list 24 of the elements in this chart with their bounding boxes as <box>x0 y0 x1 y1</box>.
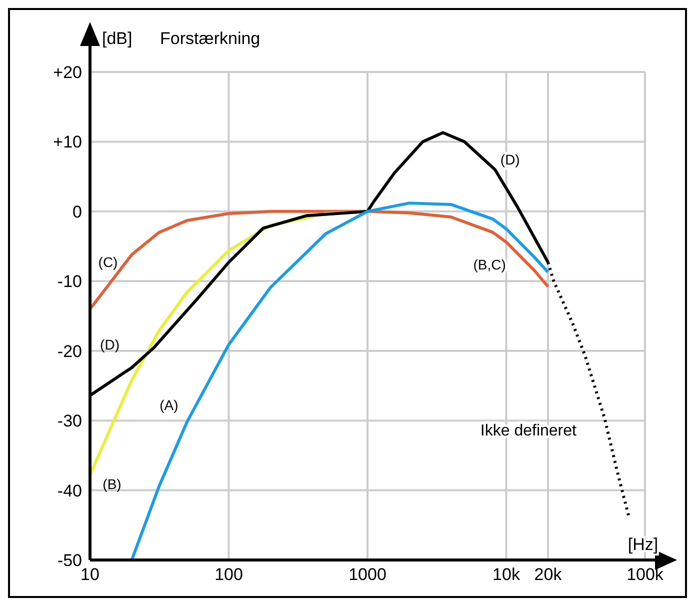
y-tick-label: -10 <box>57 272 82 292</box>
y-axis-title: [dB] <box>102 29 132 48</box>
x-tick-label: 10k <box>492 565 520 584</box>
y-tick-label: +10 <box>53 132 82 152</box>
y-tick-label: 0 <box>72 202 82 222</box>
x-tick-label: 100k <box>626 565 664 584</box>
y-tick-label: -20 <box>57 342 82 361</box>
annotation: (B,C) <box>473 256 506 273</box>
y-tick-label: -30 <box>57 412 82 431</box>
x-axis-title: [Hz] <box>628 535 658 554</box>
x-tick-label: 20k <box>534 565 562 584</box>
y-tick-label: -50 <box>57 551 82 570</box>
series-label: (A) <box>160 396 178 413</box>
series-label: (D) <box>100 336 120 353</box>
series-label: (B) <box>102 476 122 492</box>
y-tick-label: -40 <box>57 481 82 500</box>
annotation: (D) <box>500 152 520 168</box>
x-tick-label: 1000 <box>348 565 386 584</box>
series-label: (C) <box>98 254 118 270</box>
x-tick-label: 100 <box>214 565 243 584</box>
annotation: Ikke defineret <box>480 422 578 440</box>
y-tick-label: +20 <box>53 63 82 82</box>
chart-title: Forstærkning <box>160 29 260 48</box>
x-tick-label: 10 <box>80 565 100 584</box>
